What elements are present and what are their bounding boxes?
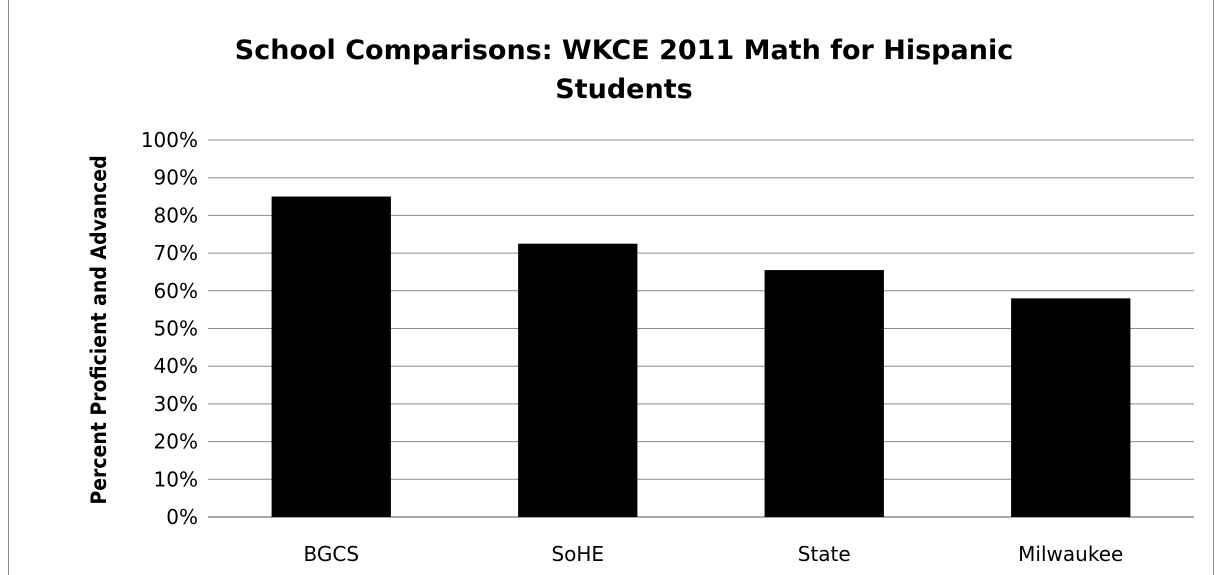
y-tick-label: 0% (166, 505, 198, 529)
y-tick-label: 40% (154, 354, 198, 378)
x-tick-label-sohe: SoHE (551, 542, 604, 566)
chart-title-line-1: School Comparisons: WKCE 2011 Math for H… (235, 35, 1013, 66)
bar-state (764, 270, 884, 517)
chart-title: School Comparisons: WKCE 2011 Math for H… (235, 35, 1013, 105)
bars (271, 196, 1131, 518)
bar-bgcs (271, 196, 391, 518)
y-tick-label: 20% (154, 430, 198, 454)
x-tick-label-state: State (798, 542, 851, 566)
bar-milwaukee (1011, 298, 1131, 517)
y-tick-label: 10% (154, 467, 198, 491)
y-tick-labels: 0% 10% 20% 30% 40% 50% 60% 70% 80% 90% 100% (141, 128, 198, 529)
chart-title-line-2: Students (555, 74, 692, 105)
y-axis-label: Percent Proficient and Advanced (87, 155, 111, 504)
x-tick-label-milwaukee: Milwaukee (1018, 542, 1123, 566)
y-tick-label: 50% (154, 317, 198, 341)
bar-sohe (518, 243, 638, 518)
y-tick-label: 60% (154, 279, 198, 303)
y-tick-label: 90% (154, 166, 198, 190)
x-tick-labels: BGCS SoHE State Milwaukee (303, 542, 1123, 566)
y-tick-label: 30% (154, 392, 198, 416)
x-tick-label-bgcs: BGCS (303, 542, 359, 566)
y-tick-label: 100% (141, 128, 198, 152)
y-tick-label: 70% (154, 241, 198, 265)
y-tick-label: 80% (154, 203, 198, 227)
chart-frame (8, 0, 1214, 575)
